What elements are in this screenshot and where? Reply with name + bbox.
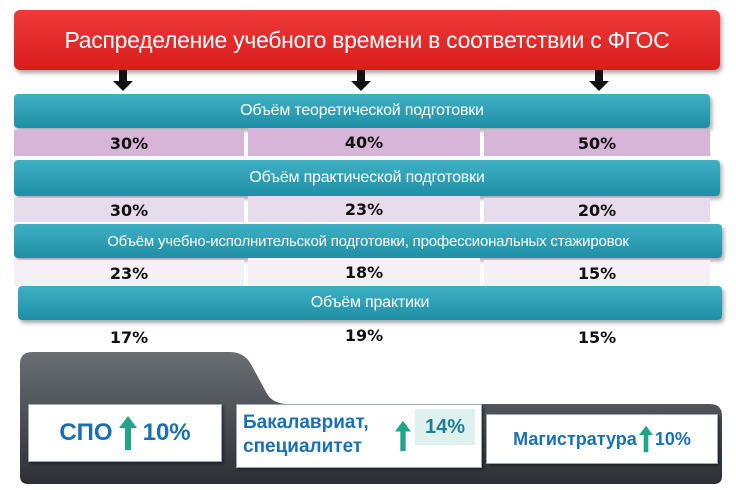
down-arrow-icon xyxy=(113,70,133,91)
level-name: СПО xyxy=(59,419,113,446)
title-text: Распределение учебного времени в соответ… xyxy=(64,26,670,53)
section-label-internship: Объём учебно-исполнительской подготовки,… xyxy=(14,224,722,258)
up-arrow-icon xyxy=(638,425,653,453)
value-cell: 50% xyxy=(484,130,710,156)
value-cell: 30% xyxy=(14,130,244,156)
value-cell: 18% xyxy=(248,258,480,286)
section-label-practice: Объём практики xyxy=(18,286,722,320)
increase-highlight: 14% xyxy=(415,409,475,445)
section-label-theory: Объём теоретической подготовки xyxy=(14,94,710,128)
value-cell: 30% xyxy=(14,198,244,222)
value-cell: 15% xyxy=(577,327,617,347)
value-cell: 40% xyxy=(248,128,480,156)
down-arrow-icon xyxy=(351,70,371,91)
value-cell: 19% xyxy=(344,325,384,345)
down-arrow-icon xyxy=(589,70,609,91)
value-cell: 17% xyxy=(109,327,149,347)
up-arrow-icon xyxy=(395,420,411,452)
level-name-line2: специалитет xyxy=(243,436,363,457)
section-label-practical: Объём практической подготовки xyxy=(14,160,720,196)
value-cell: 15% xyxy=(484,260,710,286)
level-increase: 10% xyxy=(142,419,191,446)
level-increase: 10% xyxy=(654,428,691,449)
up-arrow-icon xyxy=(118,416,137,450)
level-name: Магистратура xyxy=(513,428,637,449)
value-cell: 23% xyxy=(248,196,480,222)
level-box-bachelor: Бакалавриат, специалитет 14% xyxy=(236,404,482,468)
value-cell: 20% xyxy=(484,198,710,222)
level-box-spo: СПО 10% xyxy=(28,404,222,462)
title-banner: Распределение учебного времени в соответ… xyxy=(14,10,720,70)
value-cell: 23% xyxy=(14,260,244,286)
level-name-line1: Бакалавриат, xyxy=(243,412,369,433)
level-box-master: Магистратура 10% xyxy=(486,414,718,464)
